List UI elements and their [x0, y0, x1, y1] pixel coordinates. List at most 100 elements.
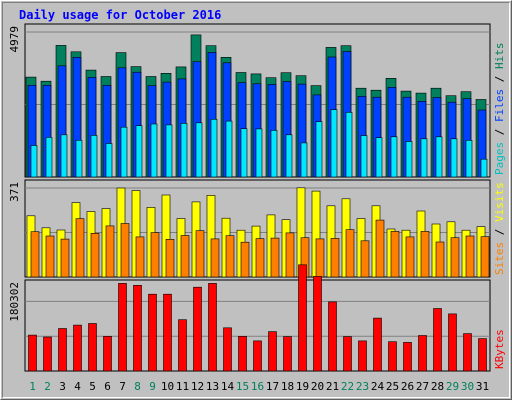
x-tick-label-day-26: 26 [401, 380, 414, 393]
bar-sites-day-1 [30, 231, 40, 278]
x-tick-label-day-29: 29 [446, 380, 459, 393]
bar-pages-day-22 [345, 112, 353, 178]
bar-kbytes-day-12 [193, 286, 202, 372]
bar-pages-day-23 [360, 135, 368, 178]
x-tick-label-day-15: 15 [236, 380, 249, 393]
x-tick-label-day-2: 2 [44, 380, 51, 393]
bar-sites-day-31 [480, 236, 490, 278]
bar-sites-day-13 [210, 238, 220, 278]
bar-sites-day-5 [90, 233, 100, 278]
bar-sites-day-2 [45, 235, 55, 278]
x-tick-label-day-21: 21 [326, 380, 339, 393]
bar-pages-day-26 [405, 141, 413, 178]
bar-pages-day-3 [60, 134, 68, 178]
bar-sites-day-4 [75, 218, 85, 278]
bar-sites-day-10 [165, 239, 175, 278]
bar-kbytes-day-26 [403, 342, 412, 372]
bar-pages-day-17 [270, 130, 278, 178]
bar-sites-day-21 [330, 238, 340, 278]
bar-kbytes-day-7 [118, 283, 127, 372]
x-tick-label-day-14: 14 [221, 380, 235, 393]
x-tick-label-day-13: 13 [206, 380, 219, 393]
bar-kbytes-day-20 [313, 276, 322, 372]
bar-pages-day-29 [450, 138, 458, 178]
bar-pages-day-21 [330, 109, 338, 178]
bar-pages-day-9 [150, 123, 158, 178]
bar-sites-day-28 [435, 241, 445, 278]
bar-sites-day-17 [270, 237, 280, 278]
bar-kbytes-day-27 [418, 335, 427, 372]
bar-pages-day-7 [120, 126, 128, 178]
x-tick-label-day-27: 27 [416, 380, 429, 393]
x-tick-label-day-30: 30 [461, 380, 474, 393]
bar-sites-day-29 [450, 237, 460, 278]
x-tick-label-day-24: 24 [371, 380, 385, 393]
bar-sites-day-7 [120, 223, 130, 278]
x-tick-label-day-25: 25 [386, 380, 399, 393]
bar-sites-day-30 [465, 235, 475, 278]
bar-kbytes-day-17 [268, 331, 277, 372]
bar-kbytes-day-9 [148, 293, 157, 372]
bar-sites-day-16 [255, 238, 265, 278]
x-tick-label-day-22: 22 [341, 380, 354, 393]
bar-pages-day-16 [255, 128, 263, 178]
axis-max-label: 371 [8, 182, 21, 202]
bar-sites-day-18 [285, 232, 295, 278]
bar-kbytes-day-1 [28, 334, 37, 372]
x-tick-label-day-11: 11 [176, 380, 189, 393]
bar-pages-day-20 [315, 121, 323, 178]
bar-sites-day-22 [345, 229, 355, 278]
x-tick-label-day-28: 28 [431, 380, 444, 393]
bar-kbytes-day-14 [223, 327, 232, 372]
x-tick-label-day-18: 18 [281, 380, 294, 393]
bar-sites-day-14 [225, 235, 235, 278]
bar-kbytes-day-11 [178, 319, 187, 372]
bar-kbytes-day-24 [373, 317, 382, 372]
bar-sites-day-6 [105, 225, 115, 278]
x-tick-label-day-7: 7 [119, 380, 126, 393]
x-tick-label-day-1: 1 [29, 380, 36, 393]
bar-kbytes-day-10 [163, 293, 172, 372]
bar-pages-day-25 [390, 136, 398, 178]
bar-pages-day-14 [225, 120, 233, 178]
bar-pages-day-5 [90, 135, 98, 178]
x-tick-label-day-5: 5 [89, 380, 96, 393]
bar-kbytes-day-8 [133, 284, 142, 372]
bar-pages-day-19 [300, 142, 308, 178]
axis-max-label: 4979 [8, 26, 21, 53]
x-tick-label-day-20: 20 [311, 380, 324, 393]
x-tick-label-day-10: 10 [161, 380, 174, 393]
bar-kbytes-day-25 [388, 341, 397, 372]
chart-title: Daily usage for October 2016 [19, 8, 221, 22]
bar-kbytes-day-3 [58, 328, 67, 372]
bar-pages-day-12 [195, 122, 203, 178]
bar-kbytes-day-13 [208, 283, 217, 372]
bar-pages-day-2 [45, 137, 53, 178]
bar-pages-day-28 [435, 136, 443, 178]
bar-kbytes-day-30 [463, 333, 472, 372]
bar-pages-day-30 [465, 140, 473, 178]
x-tick-label-day-3: 3 [59, 380, 66, 393]
bar-sites-day-12 [195, 230, 205, 278]
bar-pages-day-6 [105, 143, 113, 178]
bar-kbytes-day-21 [328, 301, 337, 372]
bar-sites-day-26 [405, 236, 415, 278]
bar-kbytes-day-5 [88, 323, 97, 372]
x-tick-label-day-6: 6 [104, 380, 111, 393]
bar-pages-day-10 [165, 124, 173, 178]
bar-kbytes-day-23 [358, 340, 367, 372]
bar-pages-day-24 [375, 137, 383, 178]
x-tick-label-day-16: 16 [251, 380, 264, 393]
panel-kbytes: 180302 KBytes [8, 264, 506, 372]
bar-kbytes-day-29 [448, 313, 457, 372]
bar-kbytes-day-15 [238, 335, 247, 372]
bar-kbytes-day-16 [253, 340, 262, 372]
bar-kbytes-day-4 [73, 324, 82, 372]
bar-pages-day-4 [75, 140, 83, 178]
bar-kbytes-day-18 [283, 336, 292, 372]
side-legend: Pages / Files / Hits [493, 43, 506, 176]
panel-visits-sites: 371 Sites / Visits [8, 179, 506, 278]
